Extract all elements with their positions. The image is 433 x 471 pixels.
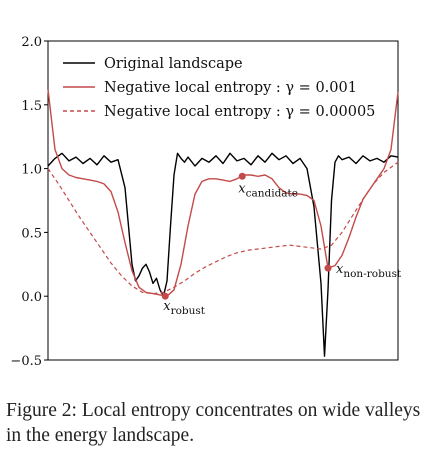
y-tick-label: 2.0	[21, 35, 42, 50]
series-line-0	[47, 152, 399, 357]
y-tick-label: 0.5	[21, 226, 42, 241]
y-axis: 2.0 1.5 1.0 0.5 0.0 −0.5	[10, 35, 48, 369]
label-non-robust: xnon-robust	[336, 262, 402, 280]
marker-robust	[161, 292, 169, 300]
y-tick-label: 1.5	[21, 99, 42, 114]
series-layer	[47, 89, 399, 357]
y-tick-label: 1.0	[21, 163, 42, 178]
figure-caption: Figure 2: Local entropy concentrates on …	[6, 398, 426, 448]
caption-text: Local entropy concentrates on wide valle…	[6, 400, 421, 446]
caption-label: Figure 2:	[6, 400, 77, 421]
legend-label-0: Original landscape	[104, 56, 243, 72]
label-robust: xrobust	[163, 299, 206, 317]
marker-non-robust	[324, 264, 332, 272]
local-entropy-chart: 2.0 1.5 1.0 0.5 0.0 −0.5 xrobust xcandidate xno…	[10, 35, 402, 369]
legend: Original landscape Negative local entropy…	[63, 56, 375, 120]
marker-candidate	[238, 172, 246, 180]
axes-frame	[47, 40, 399, 361]
y-tick-label: 0.0	[21, 290, 42, 305]
series-line-2	[47, 161, 399, 295]
label-candidate: xcandidate	[238, 181, 298, 199]
legend-label-2: Negative local entropy : γ = 0.00005	[104, 104, 375, 120]
series-line-1	[47, 89, 399, 297]
plot-border	[47, 40, 399, 361]
y-tick-label: −0.5	[10, 354, 42, 369]
annotations: xrobust xcandidate xnon-robust	[161, 172, 402, 317]
legend-label-1: Negative local entropy : γ = 0.001	[104, 80, 357, 96]
